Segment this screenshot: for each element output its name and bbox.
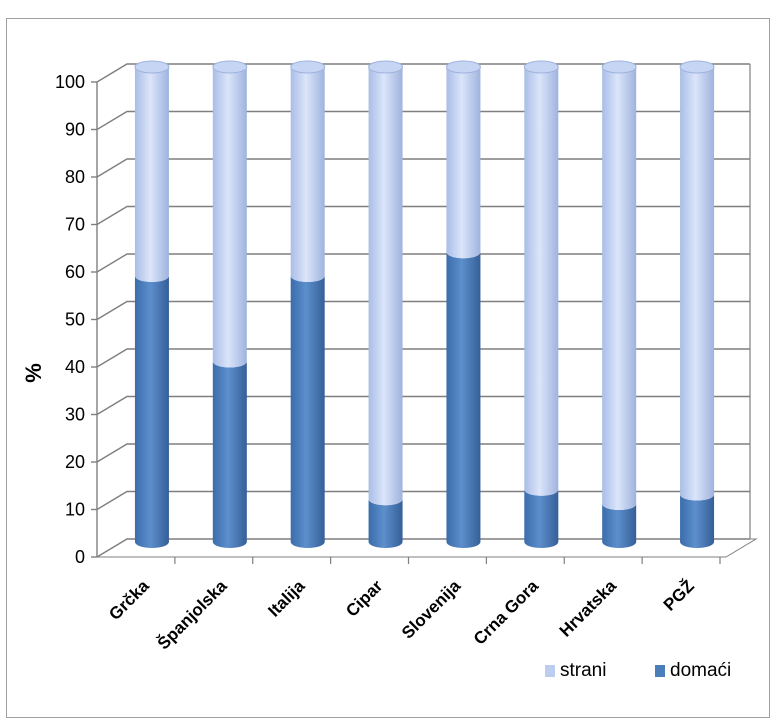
bar-top-cap [134, 60, 170, 74]
bar-group [290, 60, 326, 548]
x-axis-labels: Grčka Španjolska Italija Cipar Slovenija Crna… [105, 557, 721, 653]
bar-group [523, 60, 559, 548]
bar-strani [290, 67, 325, 282]
y-tick-label: 90 [65, 120, 85, 140]
x-tick-label: Grčka [105, 576, 153, 624]
bar-strani [212, 67, 247, 368]
bar-top-cap [212, 60, 248, 74]
y-tick-label: 0 [75, 547, 85, 567]
x-tick-label: Crna Gora [470, 576, 543, 649]
bar-strani [680, 67, 715, 501]
y-tick-label: 20 [65, 452, 85, 472]
legend-label: domaći [670, 660, 731, 681]
bar-domaci [602, 504, 637, 548]
bar-group [134, 60, 170, 548]
legend-label: strani [560, 660, 606, 681]
y-axis-title: % [21, 363, 46, 383]
bar-strani [446, 67, 481, 259]
plot-floor [95, 538, 758, 558]
y-tick-label: 100 [55, 72, 85, 92]
y-tick-label: 80 [65, 167, 85, 187]
x-tick-label: PGŽ [660, 576, 698, 614]
plot-wall [97, 64, 750, 557]
x-tick-label: Španjolska [154, 576, 231, 653]
bar-top-cap [601, 60, 637, 74]
bar-strani [368, 67, 403, 506]
bar-domaci [446, 252, 481, 548]
y-axis: 0 10 20 30 40 50 60 70 80 90 100 [55, 72, 98, 567]
bars-layer [134, 60, 715, 548]
bar-group [601, 60, 637, 548]
bar-domaci [212, 361, 247, 548]
bar-group [368, 60, 404, 548]
bar-top-cap [290, 60, 326, 74]
legend-swatch [655, 665, 665, 677]
bar-top-cap [368, 60, 404, 74]
y-tick-label: 40 [65, 357, 85, 377]
bar-domaci [134, 276, 169, 548]
grid-layer [95, 63, 758, 558]
legend-swatch [545, 665, 555, 677]
x-tick-label: Slovenija [398, 576, 465, 643]
bar-domaci [524, 489, 559, 548]
y-tick-label: 70 [65, 215, 85, 235]
bar-domaci [368, 499, 403, 548]
y-tick-label: 50 [65, 310, 85, 330]
x-tick-label: Cipar [342, 576, 386, 620]
y-tick-label: 60 [65, 262, 85, 282]
bar-top-cap [679, 60, 715, 74]
bar-top-cap [523, 60, 559, 74]
legend: strani domaći [545, 660, 731, 681]
bar-group [212, 60, 248, 548]
bar-strani [134, 67, 169, 282]
x-tick-label: Hrvatska [556, 576, 621, 641]
bar-domaci [290, 276, 325, 548]
bar-domaci [680, 494, 715, 548]
y-tick-label: 30 [65, 405, 85, 425]
bar-strani [602, 67, 637, 510]
x-tick-label: Italija [264, 576, 309, 621]
bar-strani [524, 67, 559, 496]
bar-group [445, 60, 481, 548]
bar-top-cap [445, 60, 481, 74]
bar-group [679, 60, 715, 548]
y-tick-label: 10 [65, 500, 85, 520]
